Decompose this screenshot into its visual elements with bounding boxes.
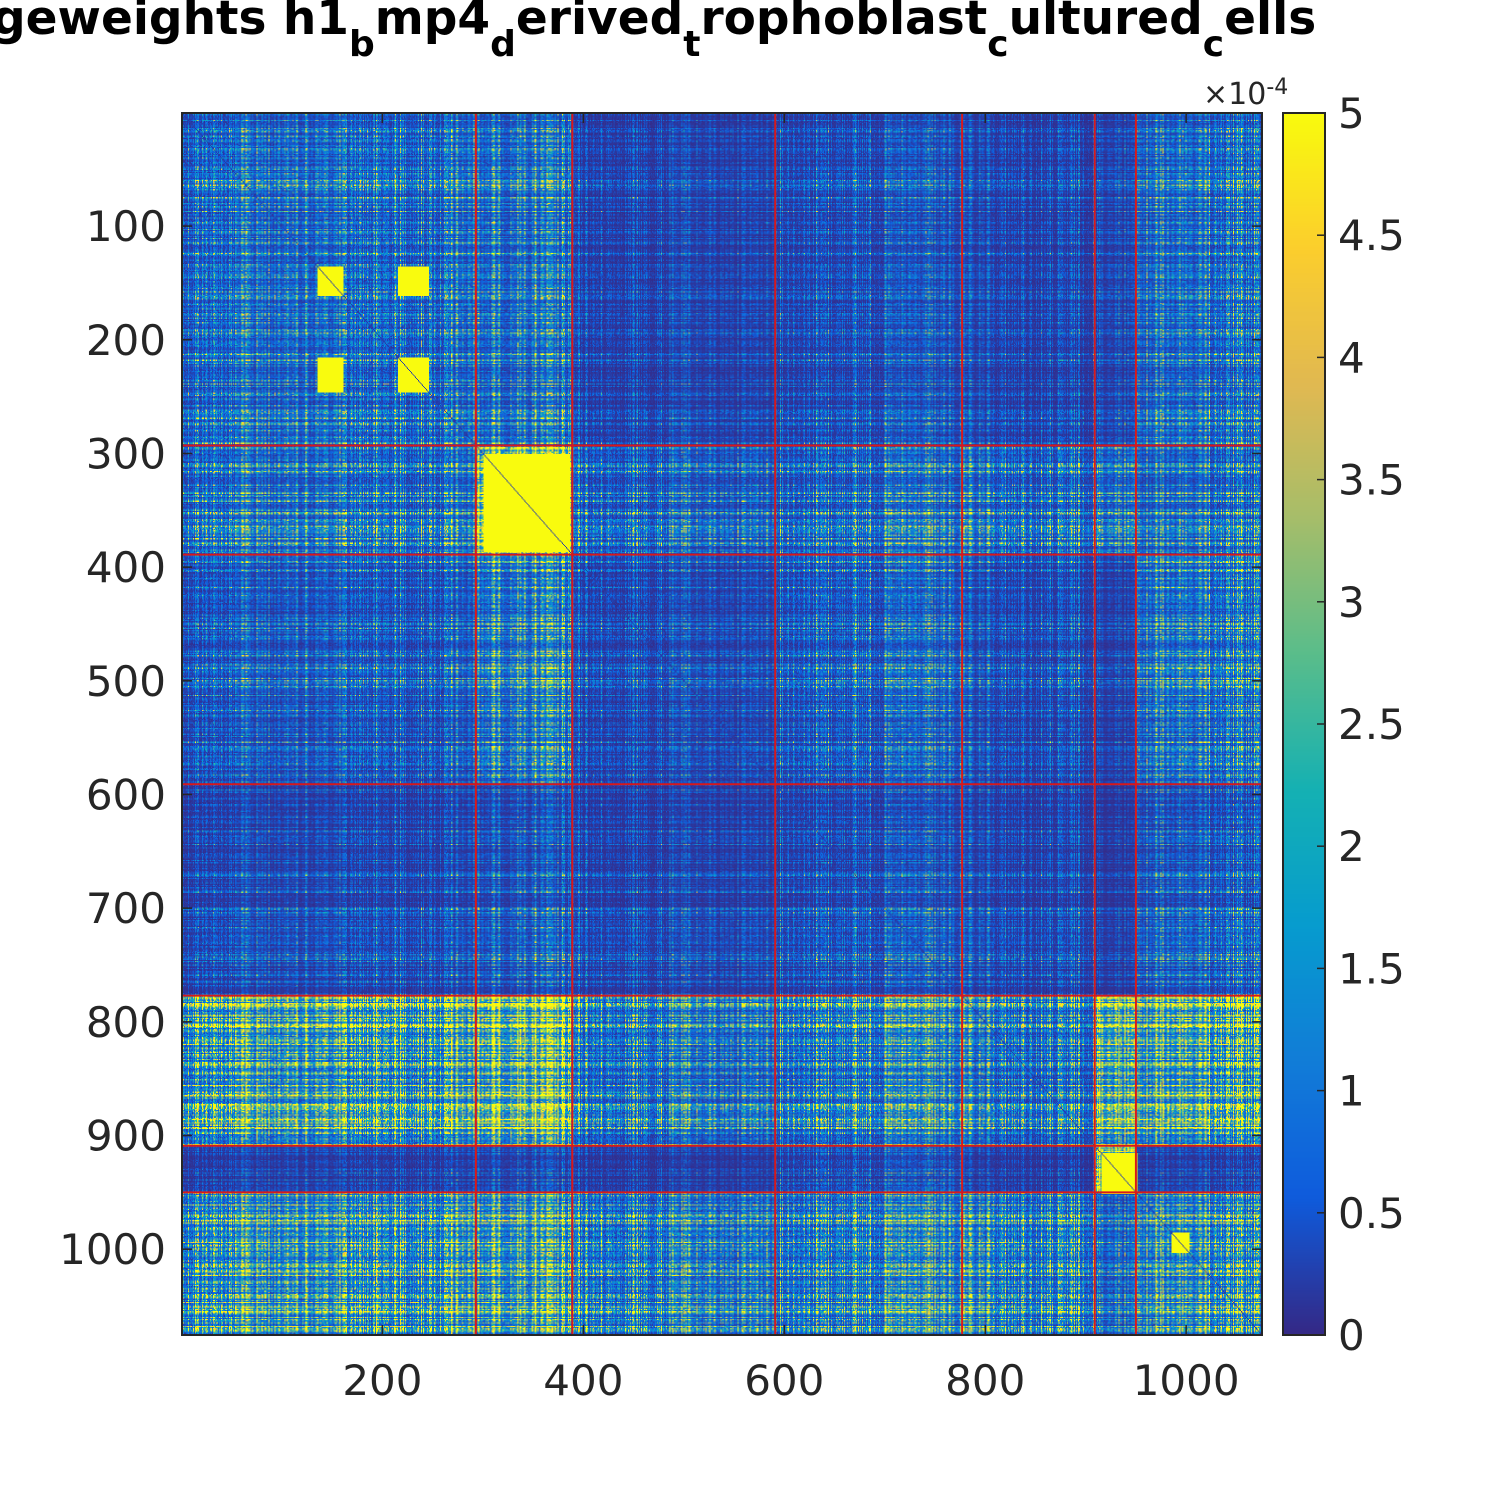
title-segment: geweights h1 [0, 0, 349, 46]
title-subscript: b [349, 24, 375, 65]
y-tick-label: 100 [86, 202, 166, 251]
title-subscript: c [987, 24, 1009, 65]
title-segment: mp4 [374, 0, 491, 46]
title-subscript: c [1202, 24, 1225, 65]
x-tick-label: 200 [342, 1356, 422, 1405]
x-tick-label: 1000 [1133, 1356, 1240, 1405]
y-tick-label: 1000 [59, 1225, 166, 1274]
colorbar-tick-label: 4 [1338, 333, 1365, 382]
y-tick-label: 400 [86, 543, 166, 592]
y-tick-label: 600 [86, 770, 166, 819]
title-segment: ells [1224, 0, 1317, 46]
colorbar-tick-label: 2 [1338, 822, 1365, 871]
colorbar-tick-label: 1 [1338, 1067, 1365, 1116]
colorbar-tick-label: 5 [1338, 89, 1365, 138]
title-segment: erived [515, 0, 684, 46]
colorbar-exponent: ×10-4 [1203, 75, 1289, 112]
title-subscript: d [490, 24, 516, 65]
title-segment: rophoblast [700, 0, 988, 46]
y-tick-label: 200 [86, 316, 166, 365]
y-tick-label: 700 [86, 884, 166, 933]
heatmap-image [182, 113, 1262, 1335]
chart-title: geweights h1bmp4derivedtrophoblastcultur… [0, 0, 1317, 63]
y-tick-label: 900 [86, 1112, 166, 1161]
title-segment: ultured [1008, 0, 1203, 46]
x-tick-label: 600 [744, 1356, 824, 1405]
colorbar-tick-label: 3.5 [1338, 456, 1405, 505]
colorbar-tick-label: 0 [1338, 1311, 1365, 1360]
title-subscript: t [683, 24, 701, 65]
y-tick-label: 300 [86, 429, 166, 478]
x-tick-label: 800 [945, 1356, 1025, 1405]
x-tick-label: 400 [543, 1356, 623, 1405]
y-tick-label: 500 [86, 657, 166, 706]
colorbar-tick-label: 2.5 [1338, 700, 1405, 749]
colorbar-tick-label: 3 [1338, 578, 1365, 627]
axes-box [181, 112, 1263, 1336]
colorbar-tick-label: 1.5 [1338, 944, 1405, 993]
colorbar-tick-label: 0.5 [1338, 1189, 1405, 1238]
colorbar-tick-label: 4.5 [1338, 211, 1405, 260]
y-tick-label: 800 [86, 998, 166, 1047]
